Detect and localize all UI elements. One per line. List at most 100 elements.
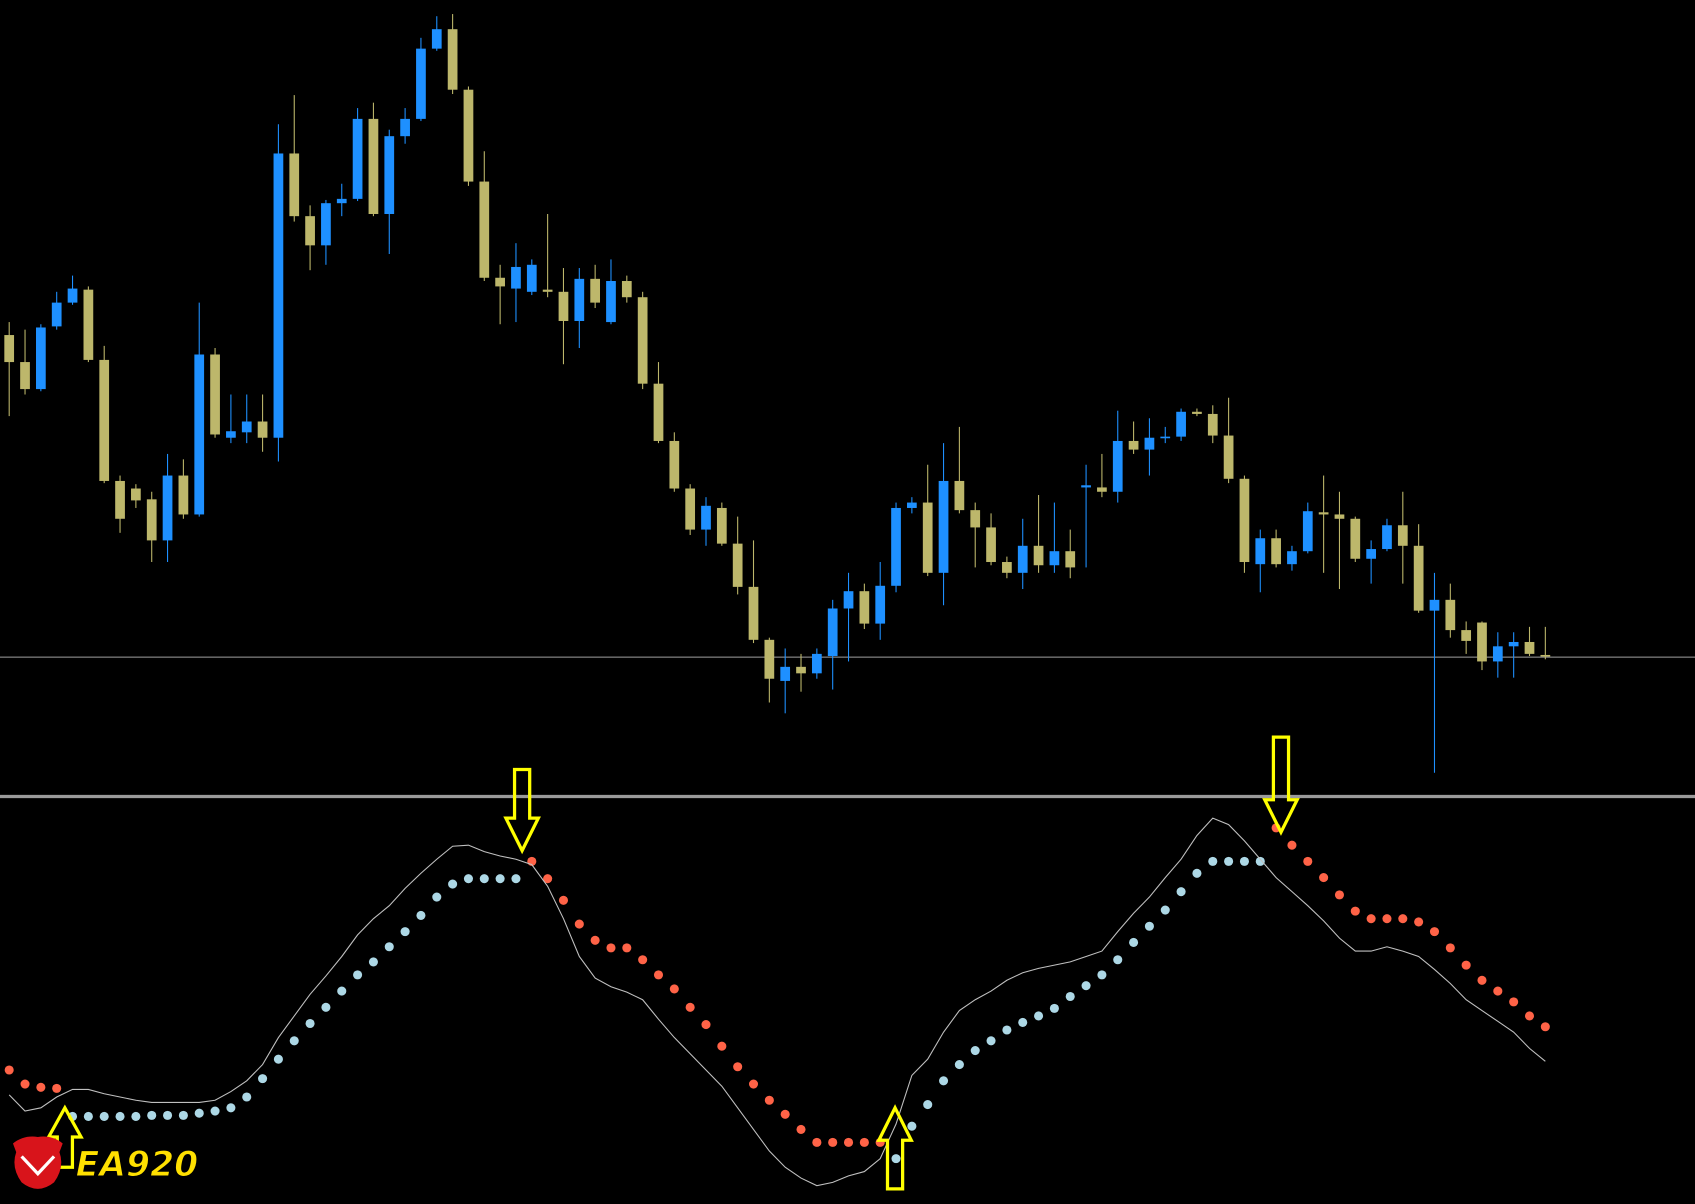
- candle-body: [1524, 641, 1535, 654]
- candle-body: [891, 507, 901, 586]
- candle-body: [1144, 437, 1155, 450]
- candle-body: [257, 421, 268, 438]
- candle-body: [479, 181, 490, 278]
- oscillator-dot: [843, 1137, 854, 1147]
- candle-body: [1540, 654, 1551, 657]
- candle-body: [1002, 562, 1012, 573]
- oscillator-dot: [416, 910, 426, 920]
- candle-body: [1477, 622, 1487, 662]
- candle-body: [1033, 545, 1044, 566]
- candle-body: [954, 480, 965, 511]
- candle-body: [1287, 551, 1297, 565]
- oscillator-dot: [1144, 921, 1154, 931]
- candle-body: [653, 383, 664, 441]
- oscillator-dot: [1461, 960, 1471, 970]
- candle-body: [606, 281, 616, 323]
- candle-body: [526, 264, 537, 292]
- candle-body: [1239, 478, 1250, 563]
- oscillator-dot: [923, 1100, 933, 1110]
- oscillator-dot: [1129, 937, 1139, 947]
- candle-body: [1492, 646, 1503, 662]
- candle-body: [780, 666, 791, 681]
- buy-arrow: [876, 1104, 914, 1191]
- candle-body: [574, 278, 585, 321]
- candle-body: [20, 362, 30, 390]
- candle-body: [1112, 440, 1123, 492]
- oscillator-dot: [448, 879, 458, 889]
- candle-body: [1382, 525, 1392, 550]
- oscillator-dot: [20, 1079, 30, 1089]
- oscillator-dot: [1287, 840, 1297, 850]
- oscillator-dot: [748, 1079, 759, 1089]
- oscillator-dot: [543, 874, 553, 884]
- oscillator-dot: [210, 1106, 220, 1116]
- candle-body: [463, 89, 474, 182]
- oscillator-dot: [384, 942, 394, 952]
- candle-body: [732, 543, 743, 587]
- candle-body: [1176, 411, 1186, 437]
- candle-body: [796, 666, 806, 674]
- oscillator-dot: [337, 986, 347, 996]
- oscillator-dot: [622, 943, 632, 953]
- oscillator-dot: [1524, 1011, 1535, 1021]
- candle-body: [400, 118, 410, 137]
- candle-body: [542, 289, 553, 292]
- candle-body: [4, 335, 15, 363]
- oscillator-dot: [194, 1108, 204, 1118]
- candle-body: [99, 359, 110, 481]
- candle-body: [843, 591, 854, 609]
- oscillator-dot: [1350, 906, 1360, 916]
- candle-body: [431, 29, 442, 49]
- candle-body: [1271, 538, 1281, 565]
- candle-body: [859, 591, 870, 624]
- candle-body: [1207, 413, 1218, 436]
- oscillator-dot: [796, 1124, 806, 1134]
- candle-body: [907, 502, 917, 508]
- oscillator-dot: [1366, 914, 1376, 924]
- candle-body: [416, 48, 426, 119]
- oscillator-dot: [289, 1036, 299, 1046]
- candle-body: [1429, 599, 1440, 611]
- candle-body: [384, 136, 395, 214]
- candle-body: [1350, 518, 1361, 559]
- candle-body: [1160, 436, 1171, 439]
- candle-body: [922, 502, 933, 573]
- candle-body: [1049, 551, 1060, 566]
- candle-body: [35, 327, 46, 390]
- oscillator-dot: [1049, 1003, 1059, 1013]
- candle-body: [716, 507, 727, 544]
- candle-body: [685, 488, 696, 530]
- oscillator-dot: [495, 874, 505, 884]
- candle-body: [1097, 487, 1107, 492]
- candle-body: [305, 216, 315, 246]
- candle-body: [1255, 538, 1266, 565]
- oscillator-dot: [1398, 914, 1408, 924]
- candle-body: [321, 203, 331, 246]
- oscillator-dot: [1334, 890, 1345, 900]
- candle-body: [669, 440, 680, 489]
- candle-body: [289, 153, 300, 217]
- candle-body: [701, 505, 711, 530]
- oscillator-dot: [1414, 917, 1424, 927]
- candle-body: [1334, 514, 1345, 519]
- oscillator-dot: [590, 935, 600, 945]
- oscillator-dot: [163, 1110, 173, 1120]
- oscillator-dot: [701, 1020, 711, 1030]
- candle-body: [1081, 485, 1091, 488]
- candle-body: [511, 266, 521, 289]
- candle-body: [194, 354, 205, 515]
- candle-body: [1192, 411, 1202, 414]
- oscillator-dot: [36, 1082, 46, 1092]
- candle-body: [558, 291, 569, 321]
- logo: EA920: [12, 1136, 199, 1189]
- candle-body: [178, 475, 189, 515]
- oscillator-dot: [1540, 1022, 1550, 1032]
- candle-body: [748, 586, 759, 640]
- oscillator-dot: [558, 895, 569, 905]
- oscillator-dot: [400, 927, 410, 937]
- sell-arrow: [1262, 735, 1300, 836]
- candle-body: [1128, 440, 1139, 450]
- oscillator-dot: [479, 874, 489, 884]
- oscillator-dot: [828, 1137, 838, 1147]
